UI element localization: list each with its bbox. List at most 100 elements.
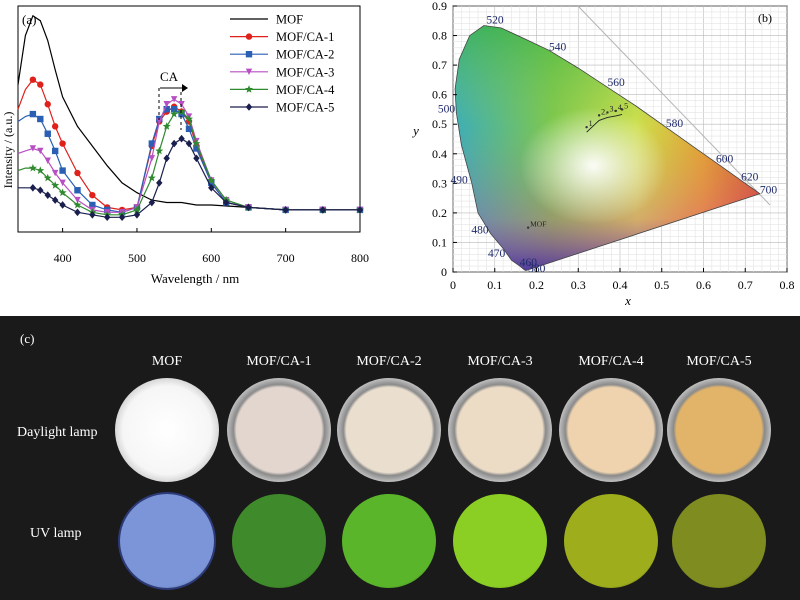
data-point	[282, 206, 289, 214]
spectra-series	[17, 14, 364, 222]
cie-point-label: 1.	[589, 119, 595, 128]
sample-photos-panel: (c) Daylight lamp UV lamp MOF MOF/CA-1 MOF…	[0, 316, 800, 600]
y-tick-label: 0.4	[432, 147, 447, 161]
data-point	[178, 101, 185, 108]
data-point	[177, 107, 186, 115]
data-point	[89, 201, 96, 209]
data-point	[44, 101, 51, 108]
daylight-sample-mof-ca-2	[337, 378, 441, 482]
data-point	[58, 188, 67, 197]
x-tick-label: 0.8	[780, 278, 795, 292]
wavelength-label: 560	[607, 77, 625, 89]
data-point	[89, 211, 96, 219]
wavelength-label: 500	[438, 103, 456, 115]
series-line	[17, 14, 360, 211]
daylight-sample-mof	[115, 378, 219, 482]
cie-point	[585, 125, 588, 129]
daylight-sample-mof-ca-3	[448, 378, 552, 482]
wavelength-label: 520	[486, 15, 504, 27]
ca-arrow-head	[182, 84, 188, 92]
data-point	[245, 85, 253, 93]
y-tick-label: 0.6	[432, 88, 447, 102]
cie-points: MOF 1. 2. 3. 4. 5	[526, 101, 628, 229]
data-point	[155, 146, 164, 155]
data-point	[37, 81, 44, 88]
data-point	[51, 147, 59, 155]
cie-point-label: 2.	[601, 107, 607, 116]
data-point	[28, 163, 37, 172]
series-mof	[17, 14, 360, 211]
plot-frame-a	[17, 5, 361, 233]
cie-point-label: 3.	[609, 104, 615, 113]
panel-label-c: (c)	[20, 331, 35, 346]
panel-label-b: (b)	[758, 11, 772, 25]
uv-sample-mof-ca-4	[564, 494, 658, 588]
data-point	[170, 96, 178, 103]
data-point	[193, 145, 200, 152]
data-point	[29, 76, 37, 83]
series-line	[17, 108, 360, 213]
uv-sample-mof-ca-5	[672, 494, 766, 588]
y-tick-label: 0.2	[432, 206, 447, 220]
uv-sample-mof-ca-3	[453, 494, 547, 588]
data-point	[245, 33, 253, 40]
data-point	[245, 68, 253, 75]
data-point	[245, 51, 253, 58]
data-point	[193, 154, 200, 163]
x-tick-label: 400	[54, 251, 72, 265]
data-point	[44, 191, 51, 199]
data-point	[148, 140, 156, 147]
x-axis-ticks-b: 0 0.1 0.2 0.3 0.4 0.5 0.6 0.7 0.8	[450, 268, 795, 292]
wavelength-label: 600	[716, 154, 734, 166]
sample-label-mof-ca-1: MOF/CA-1	[246, 354, 312, 369]
sample-label-mof: MOF	[151, 354, 183, 369]
daylight-sample-mof-ca-4	[559, 378, 663, 482]
data-point	[192, 139, 201, 147]
x-tick-label: 600	[202, 251, 220, 265]
cie-point	[614, 109, 618, 113]
x-tick-label: 0	[450, 278, 456, 292]
legend-label: MOF/CA-3	[276, 65, 334, 79]
data-point	[37, 115, 44, 123]
data-point	[37, 147, 44, 155]
uv-sample-mof	[120, 494, 214, 588]
data-point	[37, 186, 44, 195]
wavelength-label: 490	[450, 174, 468, 186]
legend-entry: MOF/CA-2	[230, 48, 334, 62]
data-point	[245, 103, 253, 111]
y-tick-label: 0	[441, 265, 447, 279]
data-point	[74, 208, 81, 217]
data-point	[319, 206, 327, 214]
data-point	[162, 122, 171, 130]
data-point	[207, 176, 216, 184]
legend-label: MOF/CA-2	[276, 48, 334, 62]
legend-entry: MOF/CA-4	[230, 83, 335, 97]
data-point	[222, 198, 230, 207]
x-tick-label: 700	[277, 251, 295, 265]
y-tick-label: 0.1	[432, 235, 447, 249]
x-tick-label: 500	[128, 251, 146, 265]
planck-reference-line	[577, 5, 771, 206]
data-point	[59, 140, 66, 147]
wavelength-label: 700	[760, 185, 778, 197]
legend-label: MOF/CA-1	[276, 30, 334, 44]
data-point	[29, 145, 37, 152]
wavelength-labels: 520540560580600620700500490480470460380	[438, 15, 777, 275]
daylight-sample-mof-ca-1	[227, 378, 331, 482]
data-point	[133, 211, 141, 219]
data-point	[44, 157, 51, 164]
series-line	[18, 137, 360, 218]
data-point	[170, 109, 179, 118]
cie-chromaticity-chart: 520540560580600620700500490480470460380 …	[411, 0, 795, 308]
ca-annotation-label: CA	[160, 69, 179, 84]
cie-point-label: 5	[624, 101, 628, 110]
data-point	[185, 114, 193, 123]
data-point	[147, 173, 156, 182]
y-tick-label: 0.7	[432, 58, 447, 72]
x-tick-label: 800	[351, 251, 369, 265]
data-point	[104, 213, 111, 222]
x-tick-label: 0.7	[738, 278, 753, 292]
data-point	[185, 139, 193, 148]
data-point	[59, 201, 66, 209]
legend-entry: MOF	[230, 13, 303, 27]
